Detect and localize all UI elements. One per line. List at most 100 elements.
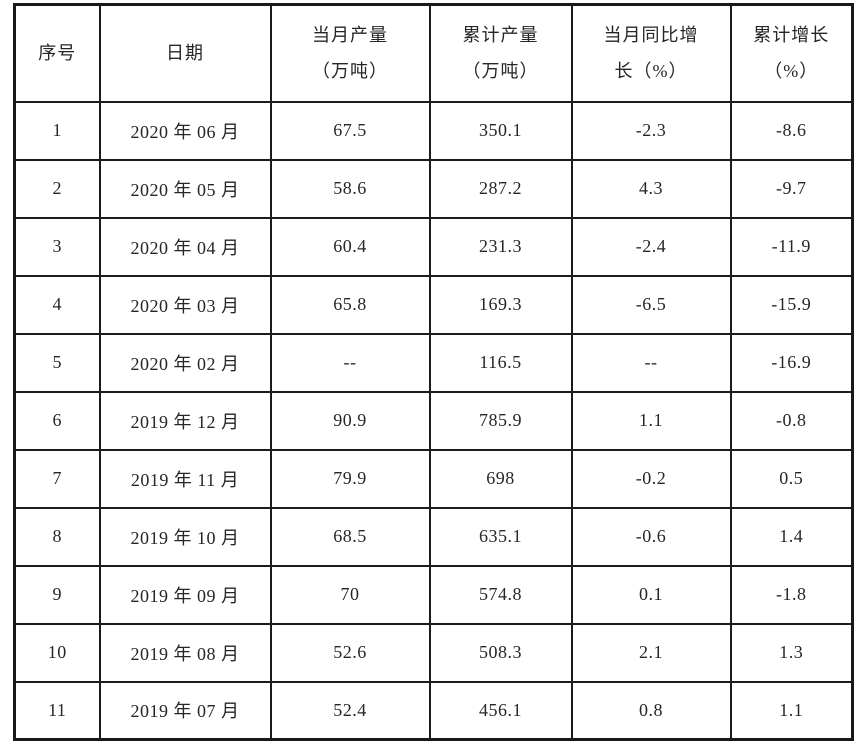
cumulative-output-cell: 635.1 [428, 506, 573, 567]
date-cell: 2020 年 03 月 [98, 274, 272, 335]
monthly-output-cell: 79.9 [269, 448, 431, 509]
cumulative-output-cell: 116.5 [428, 332, 573, 393]
date-cell: 2019 年 08 月 [98, 622, 272, 683]
serial-cell: 9 [13, 564, 101, 625]
col-header-line: 当月产量 [312, 25, 388, 46]
date-cell: 2020 年 02 月 [98, 332, 272, 393]
monthly-output-cell: 90.9 [269, 390, 431, 451]
date-cell: 2019 年 12 月 [98, 390, 272, 451]
col-header-line: （%） [764, 61, 819, 82]
date-cell: 2019 年 07 月 [98, 680, 272, 741]
col-header-line: 序号 [38, 43, 77, 64]
date-cell: 2019 年 09 月 [98, 564, 272, 625]
table-row: 7 2019 年 11 月 79.9 698 -0.2 0.5 [13, 448, 854, 509]
col-header-line: 日期 [166, 43, 204, 64]
production-table: 序号 日期 当月产量 （万吨） 累计产量 （万吨） 当月同比增 长（%） 累计增长 （%） 1 20… [13, 3, 854, 741]
date-cell: 2020 年 05 月 [98, 158, 272, 219]
monthly-yoy-growth-cell: 2.1 [570, 622, 732, 683]
monthly-yoy-growth-cell: -2.3 [570, 100, 732, 161]
col-header-line: 累计增长 [753, 25, 830, 46]
col-header-serial: 序号 [13, 3, 101, 103]
table-row: 5 2020 年 02 月 -- 116.5 -- -16.9 [13, 332, 854, 393]
monthly-yoy-growth-cell: 0.1 [570, 564, 732, 625]
cumulative-growth-cell: -0.8 [729, 390, 854, 451]
monthly-yoy-growth-cell: -2.4 [570, 216, 732, 277]
serial-cell: 1 [13, 100, 101, 161]
table-row: 3 2020 年 04 月 60.4 231.3 -2.4 -11.9 [13, 216, 854, 277]
col-header-lines: 当月产量 （万吨） [272, 25, 429, 81]
table-row: 10 2019 年 08 月 52.6 508.3 2.1 1.3 [13, 622, 854, 683]
cumulative-output-cell: 350.1 [428, 100, 573, 161]
serial-cell: 7 [13, 448, 101, 509]
serial-cell: 10 [13, 622, 101, 683]
cumulative-output-cell: 698 [428, 448, 573, 509]
monthly-yoy-growth-cell: -0.2 [570, 448, 732, 509]
table-row: 11 2019 年 07 月 52.4 456.1 0.8 1.1 [13, 680, 854, 741]
col-header-lines: 累计增长 （%） [732, 25, 852, 81]
serial-cell: 4 [13, 274, 101, 335]
col-header-monthly-yoy-growth: 当月同比增长（%） [570, 3, 732, 103]
monthly-output-cell: 68.5 [269, 506, 431, 567]
serial-cell: 6 [13, 390, 101, 451]
col-header-lines: 日期 [101, 43, 270, 63]
monthly-output-cell: 70 [269, 564, 431, 625]
table-row: 4 2020 年 03 月 65.8 169.3 -6.5 -15.9 [13, 274, 854, 335]
col-header-lines: 累计产量 （万吨） [431, 25, 571, 81]
monthly-output-cell: -- [269, 332, 431, 393]
table-row: 8 2019 年 10 月 68.5 635.1 -0.6 1.4 [13, 506, 854, 567]
monthly-yoy-growth-cell: 4.3 [570, 158, 732, 219]
cumulative-growth-cell: 1.1 [729, 680, 854, 741]
cumulative-growth-cell: -16.9 [729, 332, 854, 393]
monthly-output-cell: 52.6 [269, 622, 431, 683]
serial-cell: 3 [13, 216, 101, 277]
serial-cell: 8 [13, 506, 101, 567]
col-header-line: 长（%） [614, 61, 688, 82]
monthly-output-cell: 65.8 [269, 274, 431, 335]
cumulative-growth-cell: -9.7 [729, 158, 854, 219]
monthly-output-cell: 58.6 [269, 158, 431, 219]
serial-cell: 2 [13, 158, 101, 219]
monthly-yoy-growth-cell: -6.5 [570, 274, 732, 335]
date-cell: 2019 年 11 月 [98, 448, 272, 509]
cumulative-output-cell: 169.3 [428, 274, 573, 335]
col-header-line: （万吨） [462, 61, 539, 82]
col-header-lines: 序号 [16, 43, 99, 63]
cumulative-output-cell: 231.3 [428, 216, 573, 277]
cumulative-growth-cell: 1.3 [729, 622, 854, 683]
table-row: 9 2019 年 09 月 70 574.8 0.1 -1.8 [13, 564, 854, 625]
table-row: 6 2019 年 12 月 90.9 785.9 1.1 -0.8 [13, 390, 854, 451]
col-header-cumulative-growth: 累计增长 （%） [729, 3, 854, 103]
monthly-yoy-growth-cell: 0.8 [570, 680, 732, 741]
table-row: 2 2020 年 05 月 58.6 287.2 4.3 -9.7 [13, 158, 854, 219]
serial-cell: 11 [13, 680, 101, 741]
monthly-output-cell: 60.4 [269, 216, 431, 277]
col-header-line: （万吨） [312, 61, 388, 82]
cumulative-output-cell: 287.2 [428, 158, 573, 219]
cumulative-output-cell: 508.3 [428, 622, 573, 683]
col-header-line: 累计产量 [462, 25, 539, 46]
date-cell: 2019 年 10 月 [98, 506, 272, 567]
monthly-output-cell: 52.4 [269, 680, 431, 741]
cumulative-growth-cell: 1.4 [729, 506, 854, 567]
cumulative-output-cell: 574.8 [428, 564, 573, 625]
cumulative-growth-cell: -15.9 [729, 274, 854, 335]
cumulative-growth-cell: -8.6 [729, 100, 854, 161]
col-header-date: 日期 [98, 3, 272, 103]
cumulative-growth-cell: -11.9 [729, 216, 854, 277]
cumulative-growth-cell: 0.5 [729, 448, 854, 509]
serial-cell: 5 [13, 332, 101, 393]
monthly-output-cell: 67.5 [269, 100, 431, 161]
col-header-monthly-output: 当月产量 （万吨） [269, 3, 431, 103]
cumulative-growth-cell: -1.8 [729, 564, 854, 625]
date-cell: 2020 年 04 月 [98, 216, 272, 277]
cumulative-output-cell: 456.1 [428, 680, 573, 741]
monthly-yoy-growth-cell: 1.1 [570, 390, 732, 451]
col-header-line: 当月同比增 [603, 25, 699, 46]
col-header-cumulative-output: 累计产量 （万吨） [428, 3, 573, 103]
date-cell: 2020 年 06 月 [98, 100, 272, 161]
col-header-lines: 当月同比增长（%） [573, 25, 730, 81]
monthly-yoy-growth-cell: -0.6 [570, 506, 732, 567]
cumulative-output-cell: 785.9 [428, 390, 573, 451]
table-row: 1 2020 年 06 月 67.5 350.1 -2.3 -8.6 [13, 100, 854, 161]
